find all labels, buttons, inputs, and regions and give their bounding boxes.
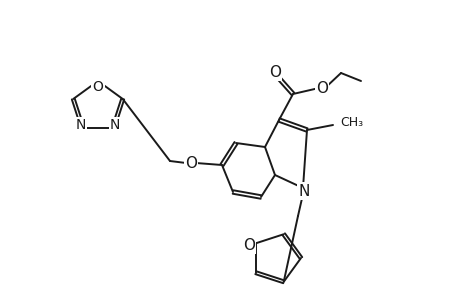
Text: O: O: [315, 80, 327, 95]
Text: O: O: [185, 155, 196, 170]
Text: O: O: [242, 238, 254, 253]
Text: CH₃: CH₃: [339, 116, 362, 130]
Text: N: N: [110, 118, 120, 132]
Text: N: N: [75, 118, 86, 132]
Text: N: N: [298, 184, 309, 199]
Text: O: O: [92, 80, 103, 94]
Text: O: O: [269, 64, 280, 80]
